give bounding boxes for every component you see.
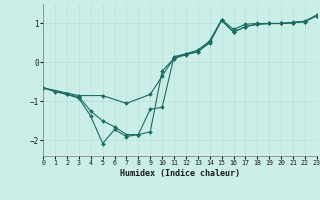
X-axis label: Humidex (Indice chaleur): Humidex (Indice chaleur) <box>120 169 240 178</box>
